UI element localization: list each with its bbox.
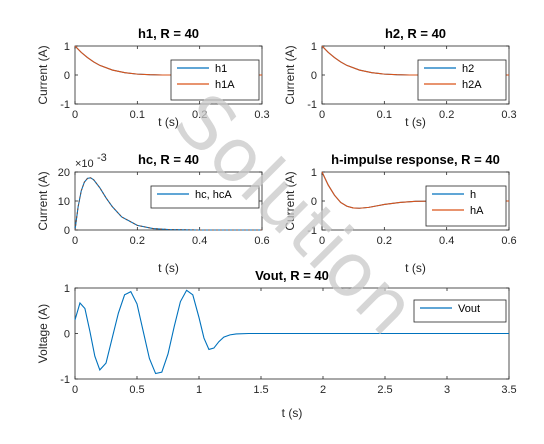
x-tick-label: 0.2 [439, 109, 454, 121]
legend-box [150, 185, 260, 209]
x-tick-label: 0.6 [254, 235, 269, 247]
series-line [321, 171, 509, 209]
y-tick-label: 1 [64, 41, 70, 53]
legend-box [413, 299, 507, 323]
series-line [74, 45, 262, 76]
x-tick-label: 2.5 [377, 384, 392, 396]
axis-exponent-power: -3 [97, 152, 107, 164]
legend-box [170, 59, 260, 101]
x-axis-label: t (s) [282, 406, 303, 420]
chart-title: h-impulse response, R = 40 [331, 152, 500, 167]
x-axis-label: t (s) [158, 261, 179, 275]
axis-exponent: ×10 [75, 158, 94, 170]
legend-label: hA [470, 205, 484, 217]
y-axis-label: Current (A) [36, 45, 50, 104]
x-tick-label: 0.2 [192, 109, 207, 121]
series-line-overlay [74, 177, 262, 231]
x-tick-label: 1 [196, 384, 202, 396]
chart-title: Vout, R = 40 [255, 268, 329, 283]
x-tick-label: 3 [444, 384, 450, 396]
y-axis-label: Current (A) [283, 45, 297, 104]
y-tick-label: 20 [58, 167, 70, 179]
subplot-3: 0 0.2 0.4 0.6 0 10 20 ×10 -3 hc, R = 40 t (s) Curre… [36, 152, 270, 275]
x-tick-label: 0.4 [439, 235, 454, 247]
x-tick-label: 0.2 [377, 235, 392, 247]
x-tick-label: 3.5 [501, 384, 516, 396]
y-tick-label: -1 [307, 225, 317, 237]
legend-label: h2 [462, 63, 474, 75]
x-axis-label: t (s) [158, 115, 179, 129]
x-tick-label: 0.1 [377, 109, 392, 121]
y-axis-label: Voltage (A) [36, 304, 50, 363]
y-tick-label: 1 [64, 283, 70, 295]
x-tick-label: 0.2 [130, 235, 145, 247]
y-tick-label: 10 [58, 196, 70, 208]
x-tick-label: 0 [319, 109, 325, 121]
y-tick-label: -1 [60, 99, 70, 111]
x-tick-label: 0.5 [129, 384, 144, 396]
legend: h hA [425, 185, 507, 227]
chart-title: hc, R = 40 [138, 152, 199, 167]
x-axis-label: t (s) [405, 115, 426, 129]
y-tick-label: -1 [307, 99, 317, 111]
legend-label: h2A [462, 79, 482, 91]
x-tick-label: 0.3 [501, 109, 516, 121]
y-axis-label: Current (A) [36, 171, 50, 230]
x-tick-label: 0 [72, 384, 78, 396]
x-tick-label: 0.1 [130, 109, 145, 121]
x-tick-label: 1.5 [253, 384, 268, 396]
chart-title: h1, R = 40 [138, 26, 199, 41]
y-tick-label: 0 [64, 70, 70, 82]
legend-label: h1 [215, 63, 227, 75]
x-tick-label: 2 [320, 384, 326, 396]
y-tick-label: -1 [60, 374, 70, 386]
x-tick-label: 0.3 [254, 109, 269, 121]
chart-title: h2, R = 40 [385, 26, 446, 41]
x-tick-label: 0 [72, 109, 78, 121]
legend-label: h1A [215, 79, 235, 91]
series-line [74, 289, 509, 375]
x-tick-label: 0 [72, 235, 78, 247]
y-axis-label: Current (A) [283, 171, 297, 230]
y-tick-label: 0 [311, 70, 317, 82]
legend: Vout [413, 299, 507, 323]
x-tick-label: 0.4 [192, 235, 207, 247]
legend-label: hc, hcA [195, 189, 232, 201]
y-tick-label: 1 [311, 41, 317, 53]
y-tick-label: 1 [311, 167, 317, 179]
y-tick-label: 0 [64, 329, 70, 341]
y-tick-label: 0 [64, 225, 70, 237]
legend-label: Vout [458, 303, 480, 315]
legend: hc, hcA [150, 185, 260, 209]
x-tick-label: 0 [319, 235, 325, 247]
x-axis-label: t (s) [405, 261, 426, 275]
legend-box [425, 185, 507, 227]
x-tick-label: 0.6 [501, 235, 516, 247]
legend-box [417, 59, 507, 101]
legend-label: h [470, 189, 476, 201]
y-tick-label: 0 [311, 196, 317, 208]
series-line [321, 45, 509, 76]
